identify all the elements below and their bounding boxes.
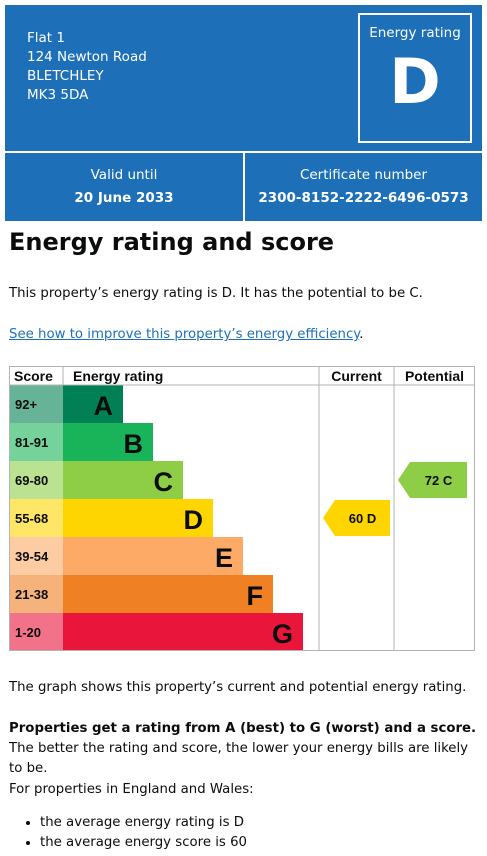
potential-rating-arrow — [398, 462, 467, 498]
score-label: 39-54 — [15, 549, 49, 564]
valid-until-panel: Valid until 20 June 2033 — [5, 153, 243, 221]
score-cell — [9, 461, 63, 499]
page-heading: Energy rating and score — [9, 228, 335, 256]
score-cell — [9, 499, 63, 537]
score-cell — [9, 537, 63, 575]
address-line-4: MK3 5DA — [27, 87, 89, 103]
header-potential: Potential — [405, 368, 464, 384]
rating-letter-f: F — [247, 581, 264, 611]
valid-until-value: 20 June 2033 — [74, 190, 174, 206]
score-label: 92+ — [15, 397, 37, 412]
header-score: Score — [14, 368, 53, 384]
energy-rating-box: Energy rating D — [358, 13, 472, 143]
certificate-header: Flat 1 124 Newton Road BLETCHLEY MK3 5DA… — [5, 5, 482, 151]
valid-until-label: Valid until — [90, 167, 158, 183]
rating-info-rest: The better the rating and score, the low… — [9, 741, 469, 776]
header-current: Current — [331, 368, 382, 384]
england-wales-text: For properties in England and Wales: — [9, 782, 254, 797]
score-label: 21-38 — [15, 587, 48, 602]
average-list: the average energy rating is D the avera… — [20, 813, 247, 853]
energy-rating-letter: D — [389, 45, 441, 118]
intro-text: This property’s energy rating is D. It h… — [9, 286, 423, 301]
current-rating-label: 60 D — [349, 511, 376, 526]
certificate-number-value: 2300-8152-2222-6496-0573 — [258, 190, 469, 206]
energy-rating-title: Energy rating — [369, 25, 461, 41]
certificate-number-label: Certificate number — [299, 167, 428, 183]
graph-caption: The graph shows this property’s current … — [9, 680, 467, 695]
score-label: 81-91 — [15, 435, 48, 450]
rating-info: Properties get a rating from A (best) to… — [9, 719, 477, 779]
score-cell — [9, 613, 63, 651]
energy-rating-chart: Score Energy rating Current Potential 92+ A 81… — [9, 366, 475, 651]
list-item: the average energy score is 60 — [40, 833, 247, 853]
rating-bar-e — [63, 537, 243, 575]
score-cell — [9, 575, 63, 613]
property-address: Flat 1 124 Newton Road BLETCHLEY MK3 5DA — [27, 29, 147, 105]
rating-info-bold: Properties get a rating from A (best) to… — [9, 721, 477, 736]
rating-bar-b — [63, 423, 153, 461]
improve-paragraph: See how to improve this property’s energ… — [9, 325, 363, 345]
rating-letter-d: D — [184, 505, 204, 535]
rating-bar-f — [63, 575, 273, 613]
score-cell — [9, 423, 63, 461]
score-label: 1-20 — [15, 625, 41, 640]
rating-letter-e: E — [215, 543, 233, 573]
potential-rating-label: 72 C — [425, 473, 453, 488]
rating-bar-c — [63, 461, 183, 499]
rating-bar-d — [63, 499, 213, 537]
rating-bar-a — [63, 385, 123, 423]
rating-letter-b: B — [124, 429, 144, 459]
certificate-number-panel: Certificate number 2300-8152-2222-6496-0… — [245, 153, 482, 221]
address-line-3: BLETCHLEY — [27, 68, 104, 84]
address-line-1: Flat 1 — [27, 30, 65, 46]
score-cell — [9, 385, 63, 423]
list-item: the average energy rating is D — [40, 813, 247, 833]
current-rating-arrow — [323, 500, 390, 536]
improve-link-suffix: . — [359, 327, 364, 342]
address-line-2: 124 Newton Road — [27, 49, 147, 65]
rating-bar-g — [63, 613, 303, 651]
improve-efficiency-link[interactable]: See how to improve this property’s energ… — [9, 327, 360, 342]
header-energy-rating: Energy rating — [73, 368, 163, 384]
rating-letter-g: G — [272, 619, 293, 649]
score-label: 55-68 — [15, 511, 48, 526]
rating-letter-c: C — [154, 467, 174, 497]
score-label: 69-80 — [15, 473, 48, 488]
rating-letter-a: A — [94, 391, 114, 421]
